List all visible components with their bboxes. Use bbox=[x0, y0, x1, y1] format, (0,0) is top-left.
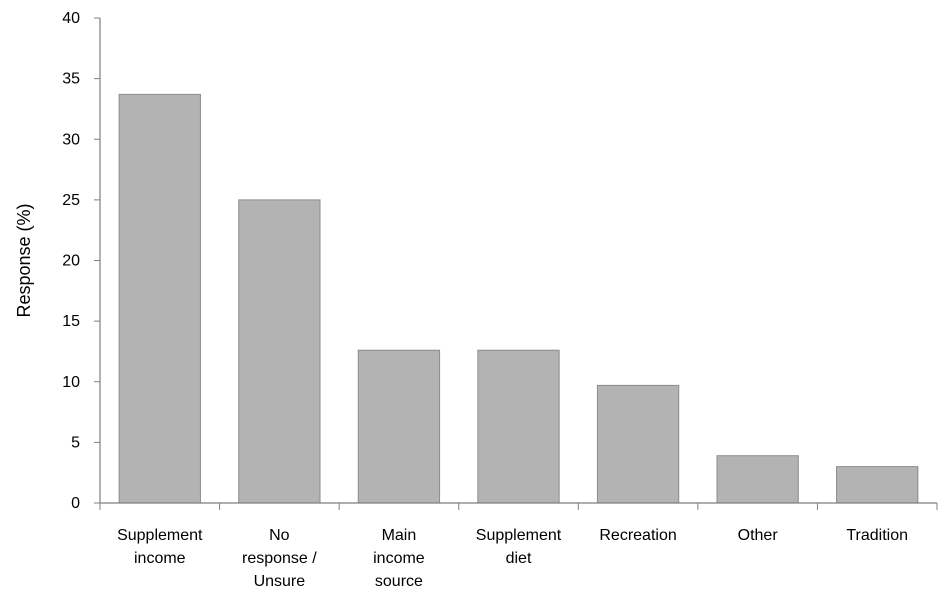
x-category-label-line: Tradition bbox=[846, 527, 908, 544]
x-category-label-line: source bbox=[375, 573, 423, 590]
x-category-label-line: response / bbox=[242, 550, 317, 567]
x-category-label: Recreation bbox=[599, 527, 676, 544]
x-category-label-line: Main bbox=[382, 527, 417, 544]
bar bbox=[477, 349, 560, 504]
y-tick-label: 25 bbox=[62, 192, 80, 209]
y-axis-title: Response (%) bbox=[14, 203, 34, 317]
x-category-label-line: Supplement bbox=[476, 527, 562, 544]
y-tick-label: 35 bbox=[62, 71, 80, 88]
x-category-label-line: No bbox=[269, 527, 290, 544]
y-tick-label: 5 bbox=[71, 434, 80, 451]
bar bbox=[118, 93, 201, 504]
x-category-label-line: diet bbox=[506, 550, 532, 567]
x-category-label: Main income source bbox=[373, 527, 425, 590]
bars bbox=[118, 93, 919, 504]
x-category-label-line: income bbox=[134, 550, 186, 567]
x-axis-labels: Supplement income No response / Unsure Main in… bbox=[117, 527, 908, 590]
x-category-label: Supplement diet bbox=[476, 527, 562, 567]
bar bbox=[238, 199, 321, 504]
x-category-label: No response / Unsure bbox=[242, 527, 317, 590]
y-tick-label: 40 bbox=[62, 10, 80, 27]
x-category-label-line: Supplement bbox=[117, 527, 203, 544]
y-tick-label: 20 bbox=[62, 253, 80, 270]
x-category-label: Other bbox=[738, 527, 779, 544]
y-axis-ticks: 0 5 10 15 20 25 30 35 40 bbox=[62, 10, 100, 512]
y-tick-label: 0 bbox=[71, 495, 80, 512]
bar bbox=[836, 466, 919, 504]
y-tick-label: 10 bbox=[62, 374, 80, 391]
bar bbox=[357, 349, 441, 504]
y-tick-label: 15 bbox=[62, 313, 80, 330]
x-category-label-line: Unsure bbox=[254, 573, 306, 590]
x-category-label: Supplement income bbox=[117, 527, 203, 567]
x-category-label-line: Recreation bbox=[599, 527, 676, 544]
x-category-label: Tradition bbox=[846, 527, 908, 544]
x-category-label-line: Other bbox=[738, 527, 779, 544]
y-tick-label: 30 bbox=[62, 131, 80, 148]
bar bbox=[716, 455, 799, 504]
x-category-label-line: income bbox=[373, 550, 425, 567]
axes bbox=[99, 18, 938, 510]
bar bbox=[596, 384, 680, 504]
